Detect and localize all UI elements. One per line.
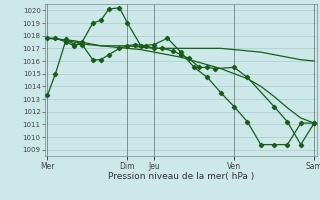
X-axis label: Pression niveau de la mer( hPa ): Pression niveau de la mer( hPa ): [108, 172, 254, 181]
